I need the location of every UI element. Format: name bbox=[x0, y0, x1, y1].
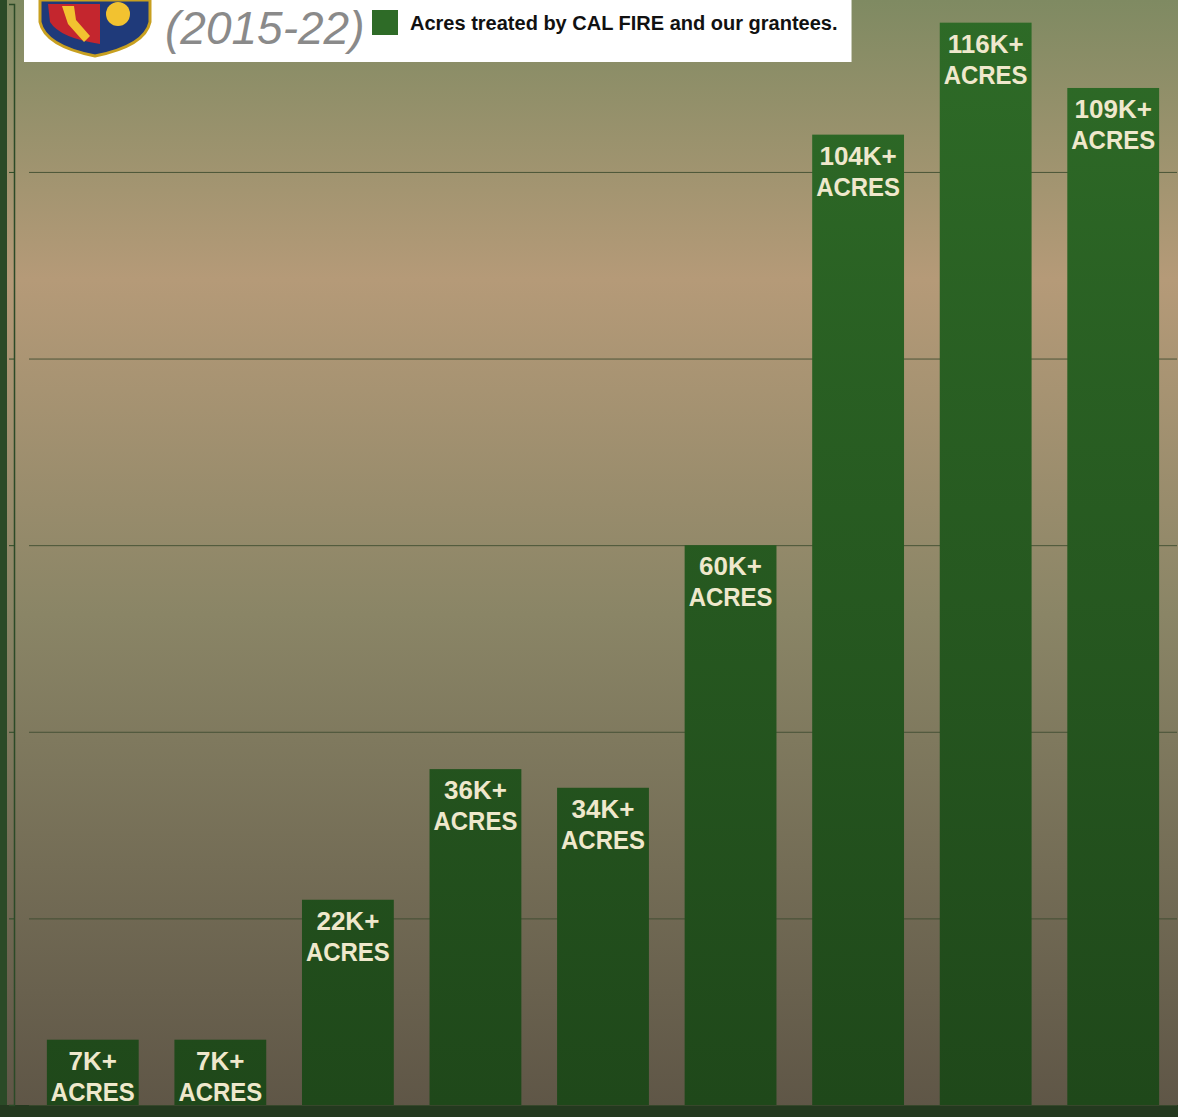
frame-left bbox=[0, 0, 7, 1117]
logo-state bbox=[62, 6, 90, 42]
logo-shield bbox=[40, 0, 150, 56]
data-label-line: ACRES bbox=[689, 582, 773, 612]
bar bbox=[685, 545, 777, 1105]
data-label-line: 7K+ bbox=[69, 1046, 117, 1076]
y-tick-mark bbox=[9, 545, 14, 546]
y-tick-mark bbox=[9, 172, 14, 173]
data-label-line: ACRES bbox=[816, 172, 900, 202]
data-label-line: 60K+ bbox=[699, 551, 762, 581]
legend-swatch bbox=[372, 10, 398, 35]
data-label-line: ACRES bbox=[561, 825, 645, 855]
data-label-line: 104K+ bbox=[819, 141, 896, 171]
logo-sun bbox=[106, 2, 130, 26]
data-label-line: ACRES bbox=[944, 60, 1028, 90]
y-tick bbox=[9, 918, 14, 919]
data-label: 104K+ACRES bbox=[816, 141, 900, 202]
background bbox=[0, 0, 1178, 1117]
header-box bbox=[24, 0, 852, 62]
data-label-line: 22K+ bbox=[316, 906, 379, 936]
logo bbox=[40, 0, 150, 56]
data-label: 116K+ACRES bbox=[944, 29, 1028, 90]
y-axis bbox=[9, 5, 15, 1106]
data-label-line: ACRES bbox=[306, 937, 390, 967]
bar bbox=[557, 788, 649, 1105]
y-tick bbox=[9, 359, 14, 360]
data-labels: 7K+ACRES7K+ACRES22K+ACRES36K+ACRES34K+AC… bbox=[51, 29, 1155, 1107]
bar bbox=[1067, 88, 1159, 1105]
data-label-line: 7K+ bbox=[196, 1046, 244, 1076]
y-tick-mark bbox=[9, 1105, 14, 1106]
y-tick bbox=[9, 1105, 14, 1106]
bar bbox=[302, 900, 394, 1105]
bar bbox=[430, 769, 522, 1105]
data-label: 7K+ACRES bbox=[178, 1046, 262, 1107]
bars bbox=[47, 23, 1159, 1105]
frame-bottom bbox=[0, 1105, 1178, 1117]
y-tick bbox=[9, 732, 14, 733]
data-label-line: 109K+ bbox=[1075, 94, 1152, 124]
data-label-line: 34K+ bbox=[572, 794, 635, 824]
legend: Acres treated by CAL FIRE and our grante… bbox=[372, 10, 838, 35]
data-label-line: ACRES bbox=[51, 1077, 135, 1107]
data-label: 36K+ACRES bbox=[434, 775, 518, 836]
data-label: 34K+ACRES bbox=[561, 794, 645, 855]
y-tick-mark bbox=[9, 732, 14, 733]
y-tick bbox=[9, 545, 14, 546]
chart: 7K+ACRES7K+ACRES22K+ACRES36K+ACRES34K+AC… bbox=[0, 0, 1178, 1117]
data-label-line: ACRES bbox=[434, 806, 518, 836]
data-label: 109K+ACRES bbox=[1071, 94, 1155, 155]
legend-label: Acres treated by CAL FIRE and our grante… bbox=[410, 12, 838, 34]
y-tick-mark bbox=[9, 359, 14, 360]
y-tick-mark bbox=[9, 918, 14, 919]
y-tick bbox=[9, 172, 14, 173]
title: (2015-22) bbox=[165, 2, 364, 54]
logo-part bbox=[48, 4, 100, 44]
data-label: 7K+ACRES bbox=[51, 1046, 135, 1107]
data-label-line: ACRES bbox=[1071, 125, 1155, 155]
bar bbox=[940, 23, 1032, 1105]
data-label-line: 116K+ bbox=[948, 29, 1024, 59]
data-label: 22K+ACRES bbox=[306, 906, 390, 967]
y-axis-line bbox=[9, 5, 15, 1106]
data-label: 60K+ACRES bbox=[689, 551, 773, 612]
bar bbox=[812, 135, 904, 1105]
data-label-line: 36K+ bbox=[444, 775, 507, 805]
header: (2015-22) Acres treated by CAL FIRE and o… bbox=[24, 0, 852, 62]
data-label-line: ACRES bbox=[178, 1077, 262, 1107]
